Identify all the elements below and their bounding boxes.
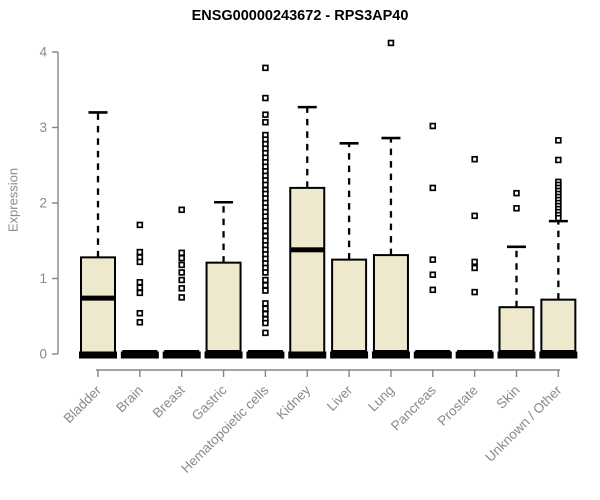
box-rect	[331, 258, 368, 356]
median-line	[289, 247, 325, 253]
x-tick-label: Liver	[324, 382, 356, 414]
outlier-point	[178, 285, 185, 292]
zero-bar	[162, 351, 201, 359]
outlier-point	[178, 261, 185, 269]
outlier-point	[262, 300, 269, 307]
outlier-point	[429, 122, 437, 130]
outlier-point	[262, 269, 269, 276]
zero-bar	[79, 351, 117, 359]
outlier-point	[555, 156, 562, 164]
y-tick-label: 1	[39, 271, 47, 286]
outlier-point	[178, 269, 185, 276]
zero-bar	[413, 351, 452, 359]
outlier-point	[262, 305, 269, 312]
outlier-point	[262, 227, 269, 235]
x-tick-label: Skin	[493, 383, 522, 412]
box-rect	[540, 298, 577, 357]
outlier-point	[178, 276, 185, 284]
outlier-point	[262, 94, 269, 102]
outlier-point	[471, 264, 478, 272]
y-tick-label: 3	[39, 120, 47, 135]
median-line	[80, 295, 116, 301]
outlier-point	[136, 309, 144, 317]
y-tick-label: 0	[39, 347, 47, 362]
zero-bar	[246, 351, 285, 359]
outlier-point	[513, 205, 520, 212]
outlier-point	[262, 222, 269, 229]
outlier-point	[471, 258, 478, 266]
outlier-point	[429, 184, 437, 192]
outlier-point	[136, 279, 144, 286]
outlier-point	[262, 287, 269, 294]
outlier-point	[178, 294, 185, 301]
outlier-point	[262, 111, 269, 118]
zero-bar	[330, 351, 369, 359]
outlier-point	[262, 181, 269, 189]
outlier-point	[429, 286, 437, 294]
x-tick-label: Gastric	[189, 382, 230, 423]
box-rect	[498, 306, 535, 357]
outlier-point	[262, 276, 269, 284]
outlier-point	[262, 329, 269, 337]
outlier-point	[178, 206, 185, 214]
outlier-point	[178, 249, 185, 257]
box-rect	[205, 261, 242, 356]
outlier-point	[555, 214, 562, 222]
outlier-point	[471, 288, 478, 296]
x-tick-label: Unknown / Other	[482, 382, 565, 465]
outlier-point	[429, 271, 437, 278]
outlier-point	[262, 310, 269, 318]
zero-bar	[539, 351, 578, 359]
x-tick-label: Lung	[365, 383, 397, 415]
outlier-point	[136, 319, 144, 326]
outlier-point	[136, 284, 144, 291]
zero-bar	[204, 351, 243, 359]
zero-bar	[120, 351, 159, 359]
outlier-point	[429, 256, 437, 263]
x-tick-label: Brain	[113, 383, 146, 416]
outlier-point	[262, 282, 269, 289]
outlier-point	[513, 189, 520, 197]
outlier-point	[262, 64, 269, 72]
x-tick-label: Bladder	[61, 382, 105, 426]
box-rect	[289, 186, 326, 356]
outlier-point	[136, 221, 144, 229]
zero-bar	[455, 351, 494, 359]
x-tick-label: Kidney	[274, 382, 314, 422]
outlier-point	[555, 137, 562, 144]
zero-bar	[497, 351, 536, 359]
outlier-point	[262, 319, 269, 327]
y-tick-label: 4	[39, 45, 47, 60]
outlier-point	[471, 155, 478, 163]
outlier-point	[387, 39, 395, 47]
x-tick-label: Breast	[150, 382, 188, 420]
box-rect	[80, 256, 116, 356]
outlier-point	[262, 118, 269, 126]
x-tick-label: Prostate	[435, 383, 481, 429]
outlier-point	[136, 248, 144, 256]
outlier-point	[471, 212, 478, 220]
zero-bar	[371, 351, 410, 359]
outlier-point	[178, 254, 185, 262]
zero-bar	[288, 351, 327, 359]
outlier-point	[136, 289, 144, 297]
box-rect	[372, 254, 409, 356]
outlier-point	[136, 258, 144, 266]
chart-title: ENSG00000243672 - RPS3AP40	[191, 8, 409, 24]
x-tick-label: Pancreas	[388, 382, 439, 433]
y-tick-label: 2	[39, 196, 47, 211]
